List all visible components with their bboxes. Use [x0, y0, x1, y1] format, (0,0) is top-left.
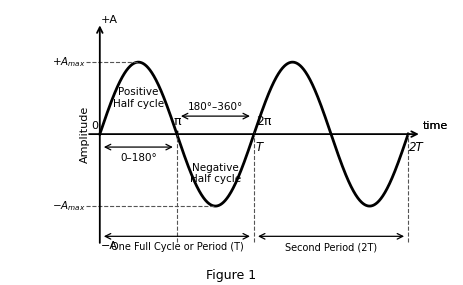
Text: Positive
Half cycle: Positive Half cycle: [113, 87, 164, 109]
Text: 0: 0: [91, 121, 98, 131]
Text: T: T: [256, 141, 263, 154]
Text: time: time: [423, 121, 448, 131]
Text: time: time: [423, 121, 448, 131]
Text: π: π: [173, 115, 181, 128]
Text: 2T: 2T: [409, 141, 424, 154]
Text: Negative
Half cycle: Negative Half cycle: [190, 163, 241, 184]
Text: +A: +A: [101, 15, 118, 25]
Text: Second Period (2T): Second Period (2T): [285, 242, 377, 252]
Text: −A: −A: [101, 241, 118, 251]
Text: $+A_{max}$: $+A_{max}$: [52, 55, 86, 69]
Text: $-A_{max}$: $-A_{max}$: [52, 199, 86, 213]
Text: 180°–360°: 180°–360°: [188, 102, 243, 112]
Text: 2π: 2π: [256, 115, 271, 128]
Text: Figure 1: Figure 1: [206, 269, 257, 282]
Text: Amplitude: Amplitude: [80, 105, 90, 163]
Text: 0–180°: 0–180°: [120, 153, 156, 163]
Text: One Full Cycle or Period (T): One Full Cycle or Period (T): [111, 242, 243, 252]
